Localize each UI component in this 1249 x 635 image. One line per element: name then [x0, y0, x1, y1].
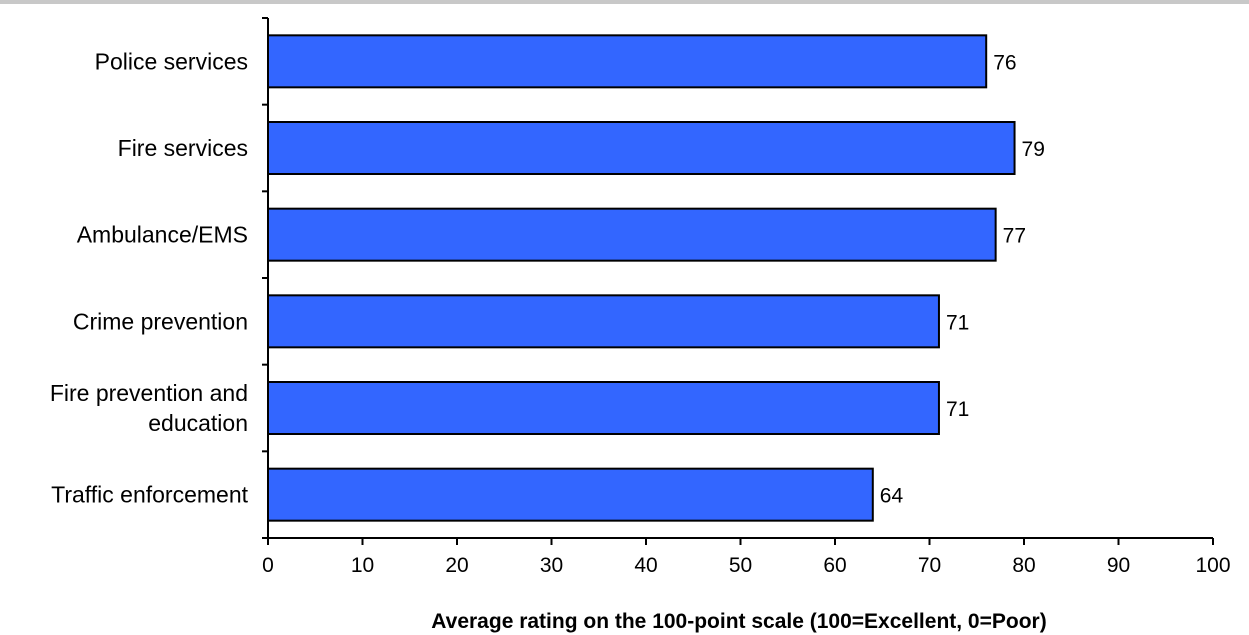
top-rule [0, 0, 1249, 4]
category-label: Traffic enforcement [51, 482, 248, 508]
bar [267, 467, 874, 522]
bar-value-label: 71 [946, 311, 969, 334]
x-tick-label: 60 [823, 554, 846, 577]
x-tick-label: 20 [445, 554, 468, 577]
category-labels-group: Police services Fire services Ambulance/EM… [50, 48, 249, 507]
x-tick-label: 10 [351, 554, 374, 577]
category-label-line: Traffic enforcement [51, 482, 248, 508]
category-label: Fire prevention and education [50, 380, 248, 436]
x-tick-label: 0 [262, 554, 274, 577]
category-label: Fire services [118, 135, 248, 161]
category-label: Ambulance/EMS [77, 222, 248, 248]
category-label-line: Fire services [118, 135, 248, 161]
category-label: Police services [95, 48, 248, 74]
bar-value-label: 76 [993, 51, 1016, 74]
category-label-line: Fire prevention and [50, 380, 248, 406]
bar [267, 34, 988, 89]
bar [267, 381, 940, 435]
bar-value-label: 79 [1022, 138, 1045, 161]
x-tick-labels-group: 0 10 20 30 40 50 60 70 80 90 100 [262, 554, 1230, 577]
category-label-line: education [148, 410, 248, 436]
x-tick-label: 100 [1195, 554, 1230, 577]
x-tick-label: 90 [1107, 554, 1130, 577]
x-tick-label: 80 [1012, 554, 1035, 577]
category-label-line: Crime prevention [73, 308, 248, 334]
x-tick-label: 40 [634, 554, 657, 577]
category-label-line: Ambulance/EMS [77, 222, 248, 248]
x-axis-title: Average rating on the 100-point scale (1… [431, 610, 1046, 633]
bar [267, 121, 1016, 175]
bar-value-label: 64 [880, 485, 904, 508]
category-label: Crime prevention [73, 308, 248, 334]
bars-group [267, 34, 1016, 522]
axes-group [262, 17, 1214, 545]
x-tick-label: 30 [540, 554, 563, 577]
bar-value-label: 77 [1003, 225, 1026, 248]
bar [267, 294, 940, 349]
x-tick-label: 70 [918, 554, 941, 577]
value-labels-group: 76 79 77 71 71 64 [880, 51, 1045, 507]
x-tick-label: 50 [729, 554, 752, 577]
category-label-line: Police services [95, 48, 248, 74]
bar [267, 207, 997, 262]
bar-value-label: 71 [946, 398, 969, 421]
